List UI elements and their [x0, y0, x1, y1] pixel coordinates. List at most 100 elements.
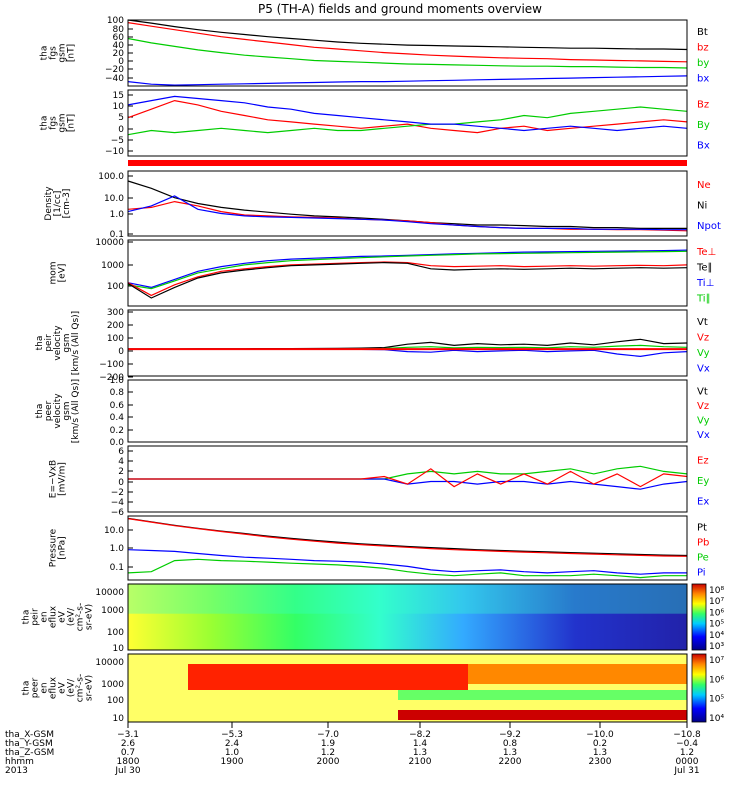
ytick-label: 1000 [101, 606, 124, 616]
legend-Bt: Bt [697, 27, 708, 38]
ytick-label: 5 [118, 113, 124, 123]
series-line-Te⊥ [127, 261, 688, 297]
ylabel-line: [cm-3] [62, 189, 72, 219]
ylabel-line: [nT] [67, 44, 77, 62]
legend-Pt: Pt [697, 523, 707, 534]
heatmap-hot-band [188, 664, 468, 690]
panel-3: Density[1/cc][cm-3] 100.0 10.0 1.0 0.1 Ne Ni Np… [44, 170, 721, 240]
xaxis-value: 1800 [117, 757, 140, 767]
xaxis-value: 0000 [676, 757, 699, 767]
legend-bx: bx [697, 73, 709, 84]
ylabel-line: en [40, 611, 50, 622]
ytick-label: 1000 [101, 680, 124, 690]
ylabel-line: gsm [62, 333, 72, 352]
xaxis-value: 1.3 [503, 748, 517, 758]
colorbar-label: 10⁷ [709, 597, 724, 607]
ylabel-line: eflux [49, 676, 59, 699]
colorbar-label: 10⁶ [709, 675, 724, 685]
ytick-label: −40 [105, 74, 124, 84]
series-line-By [127, 106, 688, 136]
ytick-label: 100 [107, 696, 124, 706]
xaxis-value: −0.4 [676, 739, 698, 749]
ylabel-line: peer [31, 677, 41, 698]
ytick-label: 1000 [101, 261, 124, 271]
legend-By: By [697, 120, 710, 131]
ylabel-line: velocity [53, 393, 63, 429]
xaxis-value: 1.0 [225, 748, 240, 758]
ylabel-line: Pressure [49, 528, 59, 567]
ytick-label: 40 [113, 41, 125, 51]
ytick-label: −10 [105, 147, 124, 157]
colorbar-label: 10⁵ [709, 695, 724, 705]
ytick-label: 1.0 [110, 376, 125, 386]
panel-frame [127, 309, 688, 377]
ylabel-line: cm²-s- [76, 603, 86, 632]
ylabel-line: mom [49, 261, 59, 284]
ytick-label: 10.0 [104, 194, 124, 204]
panel-frame [127, 89, 688, 157]
colorbar-label: 10⁴ [709, 631, 724, 641]
panel-6-ylabel: thapeervelocitygsm[km/s (All Qs)] [35, 379, 81, 443]
ytick-label: 100 [107, 16, 124, 26]
panel-5: thapeirvelocitygsm[km/s (All Qs)] 300 200 1… [35, 308, 710, 383]
panel-4: mom[eV] 10000 1000 100 Te⊥ Te∥ Ti⊥ Ti∥ [49, 238, 716, 307]
ytick-label: 10 [113, 714, 125, 724]
ylabel-line: [nT] [67, 114, 77, 132]
xaxis-value: 2.6 [121, 739, 136, 749]
ylabel-line: [eV] [58, 264, 68, 283]
series-line-Ey [128, 465, 688, 480]
ytick-label: −6 [111, 508, 125, 518]
ytick-label: 0.0 [110, 438, 125, 448]
xaxis-value: 1900 [221, 757, 244, 767]
ytick-label: 0.1 [110, 563, 124, 573]
xaxis-value: 0.7 [121, 748, 135, 758]
ytick-label: −5 [111, 136, 124, 146]
xaxis-row-label: tha_Y-GSM [5, 739, 53, 749]
ylabel-line: gsm [58, 43, 68, 62]
panel-9: thapeirenefluxeV(eV/cm²-s-sr-eV)10000 100… [22, 583, 724, 654]
ytick-label: 20 [113, 49, 125, 59]
ylabel-line: tha [40, 46, 50, 61]
ytick-label: 60 [113, 33, 125, 43]
xaxis-value: 2.4 [225, 739, 240, 749]
ytick-label: 0.4 [110, 413, 125, 423]
legend-Ez: Ez [697, 455, 709, 466]
series-line-bx [127, 75, 688, 86]
panel-frame [127, 653, 688, 723]
panel-10-ylabel: thapeerenefluxeV(eV/cm²-s-sr-eV) [22, 674, 95, 703]
xaxis-value: Jul 31 [673, 766, 699, 776]
ylabel-line: tha [22, 610, 32, 625]
ytick-label: 10 [113, 644, 125, 654]
xaxis-value: 0.2 [593, 739, 607, 749]
ytick-label: 10000 [95, 238, 124, 248]
ylabel-line: velocity [53, 325, 63, 361]
xaxis-value: 1.2 [680, 748, 694, 758]
xaxis-value: 2200 [499, 757, 522, 767]
ytick-label: −100 [99, 360, 124, 370]
ytick-label: 100 [107, 282, 124, 292]
xaxis-value: 1.9 [321, 739, 336, 749]
ytick-label: 0 [118, 347, 124, 357]
legend-Pb: Pb [697, 538, 709, 549]
series-line-by [127, 37, 688, 69]
ytick-label: 4 [118, 457, 124, 467]
ylabel-line: cm²-s- [76, 674, 86, 703]
ytick-label: 200 [107, 321, 124, 331]
ytick-label: 10.0 [104, 526, 124, 536]
ylabel-line: tha [35, 404, 45, 419]
panel-4-ylabel: mom[eV] [49, 261, 68, 284]
panel-frame [127, 170, 688, 237]
colorbar [691, 653, 707, 723]
series-line-Vx [128, 348, 688, 358]
ytick-label: −4 [111, 498, 125, 508]
xaxis-row-label: hhmm [5, 757, 34, 767]
colorbar-label: 10⁶ [709, 608, 724, 618]
legend-Ex: Ex [697, 497, 709, 508]
xaxis-value: 0.8 [503, 739, 518, 749]
legend-Ti∥: Ti∥ [696, 293, 711, 304]
ytick-label: −20 [105, 65, 124, 75]
series-line-Ti∥ [127, 250, 688, 290]
